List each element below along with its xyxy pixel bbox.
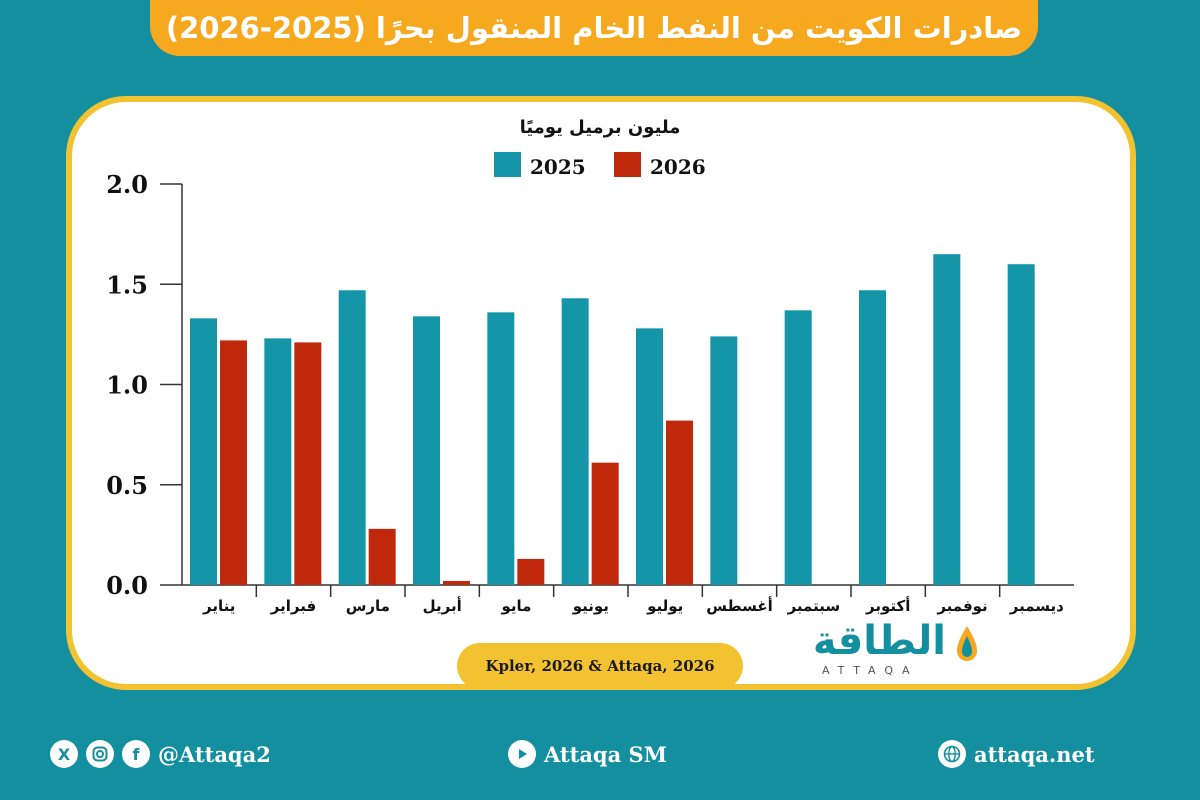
x-tick-label: أغسطس — [706, 596, 772, 615]
y-tick-label: 2.0 — [106, 170, 148, 199]
bar-2025-1 — [190, 318, 217, 585]
y-axis-label: مليون برميل يوميًا — [520, 117, 681, 138]
youtube-channel[interactable]: Attaqa SM — [544, 741, 667, 767]
chart-title: صادرات الكويت من النفط الخام المنقول بحر… — [165, 11, 1023, 45]
x-tick-label: ديسمبر — [1009, 597, 1064, 615]
x-tick-label: يناير — [202, 597, 235, 615]
globe-icon[interactable] — [938, 740, 966, 768]
title-banner: صادرات الكويت من النفط الخام المنقول بحر… — [150, 0, 1038, 56]
facebook-icon[interactable]: f — [122, 740, 150, 768]
source-text: Kpler, 2026 & Attaqa, 2026 — [485, 657, 715, 675]
bar-2026-7 — [666, 420, 693, 585]
legend-swatch-2026 — [614, 152, 641, 177]
bar-2025-7 — [636, 328, 663, 585]
bar-2025-12 — [1007, 264, 1035, 585]
bar-2025-8 — [710, 336, 738, 585]
legend-label-2026: 2026 — [650, 155, 706, 179]
bar-2025-2 — [264, 338, 292, 585]
x-tick-label: أكتوبر — [865, 596, 910, 615]
bar-2025-4 — [413, 316, 440, 585]
y-tick-label: 1.0 — [106, 371, 148, 400]
y-tick-label: 0.0 — [106, 571, 148, 600]
youtube-icon[interactable] — [508, 740, 536, 768]
source-badge: Kpler, 2026 & Attaqa, 2026 — [457, 643, 743, 689]
x-tick-label: يونيو — [572, 597, 609, 615]
x-tick-label: سبتمبر — [787, 597, 841, 615]
x-tick-label: يوليو — [646, 597, 683, 615]
bar-2025-11 — [933, 254, 961, 586]
footer-website: attaqa.net — [938, 734, 1095, 774]
legend-label-2025: 2025 — [530, 155, 586, 179]
bar-2025-6 — [561, 298, 589, 585]
y-tick-label: 1.5 — [106, 270, 148, 299]
logo-arabic: الطاقة — [812, 618, 946, 664]
bar-2026-5 — [517, 558, 545, 585]
bar-2025-9 — [784, 310, 812, 585]
bar-2025-10 — [859, 290, 886, 585]
footer-social: X f @Attaqa2 — [50, 734, 271, 774]
bar-2026-3 — [368, 528, 396, 585]
attaqa-logo: الطاقة ATTAQA — [813, 618, 986, 682]
x-tick-label: مارس — [346, 597, 390, 615]
website-url[interactable]: attaqa.net — [974, 741, 1095, 767]
bar-2025-5 — [487, 312, 515, 585]
drop-icon — [957, 626, 977, 661]
bar-2026-4 — [443, 580, 470, 585]
footer-youtube: Attaqa SM — [508, 734, 667, 774]
bar-2026-2 — [294, 342, 322, 585]
bar-2026-1 — [220, 340, 247, 585]
x-tick-label: أبريل — [423, 596, 462, 615]
x-tick-label: فبراير — [270, 597, 316, 615]
x-icon[interactable]: X — [50, 740, 78, 768]
y-tick-label: 0.5 — [106, 471, 148, 500]
logo-latin: ATTAQA — [822, 664, 919, 677]
x-tick-label: مايو — [501, 597, 532, 615]
social-handle[interactable]: @Attaqa2 — [158, 741, 271, 767]
instagram-icon[interactable] — [86, 740, 114, 768]
x-tick-label: نوفمبر — [936, 597, 987, 615]
bar-2025-3 — [338, 290, 366, 585]
legend-swatch-2025 — [494, 152, 521, 177]
bar-2026-6 — [591, 462, 619, 585]
